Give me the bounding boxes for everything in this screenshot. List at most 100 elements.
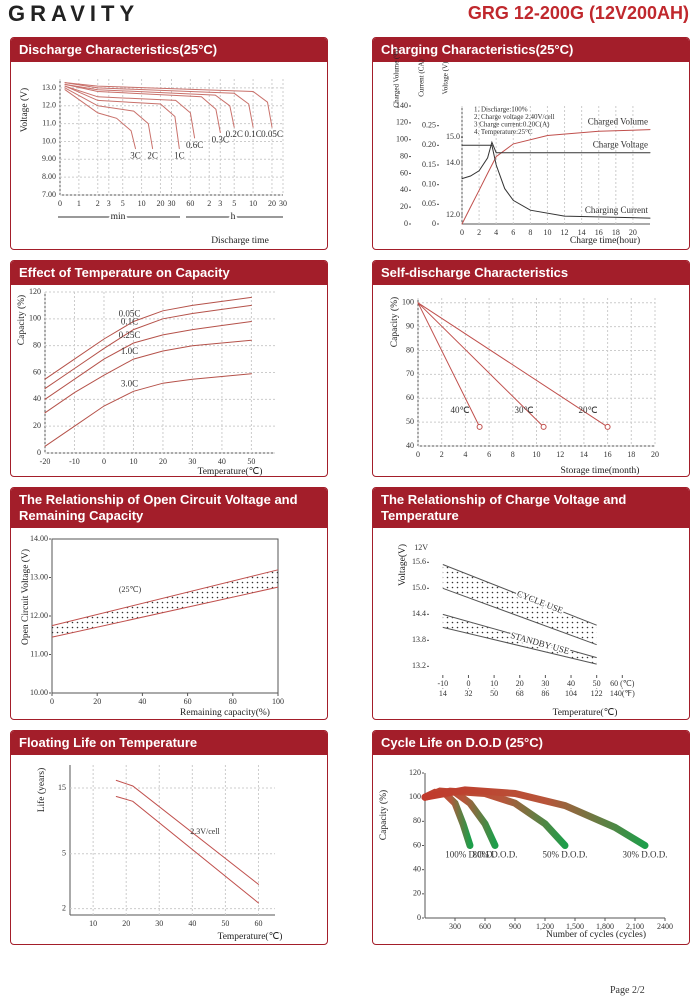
band-edge bbox=[51, 569, 279, 627]
model-name: GRG 12-200G (12V200AH) bbox=[467, 3, 689, 23]
series-line bbox=[461, 129, 651, 225]
x-tick-label: -10 bbox=[437, 679, 448, 688]
y-tick-label: 13.00 bbox=[30, 572, 48, 581]
series-label: Charging Current bbox=[585, 205, 649, 215]
x-tick-label: 20 bbox=[268, 199, 276, 208]
x-tick-label: 2 bbox=[477, 228, 481, 237]
y-tick-label: 120 bbox=[396, 118, 408, 127]
x2-tick-label: 122 bbox=[591, 689, 603, 698]
chart-panel: Discharge Characteristics(25°C) bbox=[10, 37, 328, 250]
x-tick-label: 1,200 bbox=[536, 922, 554, 931]
plot-frame bbox=[51, 538, 279, 694]
chart-panel: Effect of Temperature on Capacity bbox=[10, 260, 328, 477]
x-tick-label: 20 bbox=[156, 199, 164, 208]
x-tick-label: 5 bbox=[232, 199, 236, 208]
x-tick-label: 0 bbox=[102, 457, 106, 466]
series-label: 0.05C bbox=[261, 129, 283, 139]
y-tick-label: 11.00 bbox=[30, 649, 48, 658]
band-fill bbox=[442, 564, 597, 645]
x-tick-label: 40 bbox=[188, 919, 196, 928]
y-axis-label: Voltage (V) bbox=[19, 88, 30, 132]
series-line bbox=[64, 85, 180, 150]
x-tick-label: 6 bbox=[487, 450, 491, 459]
x-tick-label: 80 bbox=[229, 697, 237, 706]
x-tick-label: 6 bbox=[511, 228, 515, 237]
annotation: (25℃) bbox=[119, 585, 142, 594]
x-tick-label: 18 bbox=[612, 228, 620, 237]
y-tick-label: 15.0 bbox=[412, 583, 426, 592]
x-tick-label: 2 bbox=[207, 199, 211, 208]
y-tick-label: 10.0 bbox=[42, 136, 56, 145]
x-tick-label: 2 bbox=[440, 450, 444, 459]
y-axis-label: Capacity (%) bbox=[16, 295, 27, 345]
series-label: 0.6C bbox=[186, 140, 203, 150]
y-tick-label: 60 bbox=[406, 393, 414, 402]
series-line bbox=[461, 140, 651, 180]
x-tick-label: 0 bbox=[460, 228, 464, 237]
x-tick-label: 40 bbox=[218, 457, 226, 466]
x2-tick-label: 140(℉) bbox=[610, 689, 635, 698]
end-marker bbox=[476, 423, 483, 430]
x-tick-label: -10 bbox=[69, 457, 80, 466]
x-tick-label: 4 bbox=[494, 228, 498, 237]
x-tick-label: 20 bbox=[516, 679, 524, 688]
x-tick-label: 50 bbox=[221, 919, 229, 928]
x-tick-label: 30 bbox=[541, 679, 549, 688]
x-tick-label: 8 bbox=[528, 228, 532, 237]
y-tick-label: 14.0 bbox=[446, 158, 460, 167]
series-label: 80% D.O.D. bbox=[473, 850, 518, 860]
band-edge bbox=[442, 626, 597, 665]
y-tick-label: 12.0 bbox=[42, 101, 56, 110]
x-tick-label: 10 bbox=[543, 228, 551, 237]
y-tick-label: 60 bbox=[413, 840, 421, 849]
series-label: 50% D.O.D. bbox=[543, 850, 588, 860]
series-label: 0.05C bbox=[119, 309, 141, 319]
x-axis-label: Temperature(℃) bbox=[218, 931, 283, 942]
series-label: 1.0C bbox=[121, 346, 138, 356]
series-line bbox=[44, 321, 252, 400]
band-edge bbox=[51, 586, 279, 638]
y-axis-label: Open Circuit Voltage (V) bbox=[20, 549, 31, 645]
y-tick-label: 0.10 bbox=[422, 179, 436, 188]
x-tick-label: 300 bbox=[449, 922, 461, 931]
series-label: 30% D.O.D. bbox=[623, 850, 668, 860]
x2-tick-label: 32 bbox=[464, 689, 472, 698]
x-axis-label: Charge time(hour) bbox=[570, 235, 640, 246]
x-tick-label: 0 bbox=[50, 697, 54, 706]
band-edge bbox=[442, 587, 597, 646]
series-line bbox=[115, 796, 259, 904]
panel-title: Discharge Characteristics(25°C) bbox=[11, 38, 327, 62]
series-line bbox=[64, 83, 235, 128]
x-tick-label: 10 bbox=[129, 457, 137, 466]
x-tick-label: 20 bbox=[159, 457, 167, 466]
x-axis-label: Temperature(℃) bbox=[553, 707, 618, 718]
x-tick-label: 0 bbox=[466, 679, 470, 688]
x-tick-label: 10 bbox=[89, 919, 97, 928]
y-tick-label: 13.0 bbox=[42, 83, 56, 92]
y-axis-label: Current (CA) bbox=[418, 59, 426, 97]
x2-tick-label: 68 bbox=[516, 689, 524, 698]
y-tick-label: 80 bbox=[33, 340, 41, 349]
y-tick-label: 0.20 bbox=[422, 140, 436, 149]
x2-tick-label: 50 bbox=[490, 689, 498, 698]
note: 3 Charge current:0.20C(A) bbox=[474, 121, 550, 129]
y-tick-label: 80 bbox=[400, 151, 408, 160]
x-tick-label: 60 (℃) bbox=[610, 679, 635, 688]
series-line bbox=[44, 304, 252, 390]
series-label: Charge Voltage bbox=[593, 140, 648, 150]
note: 2. Charge voltage 2.40V/cell bbox=[474, 113, 555, 121]
x2-tick-label: 86 bbox=[541, 689, 549, 698]
series-line bbox=[115, 779, 259, 885]
y-tick-label: 100 bbox=[396, 135, 408, 144]
note: 4. Temperature:25°C bbox=[474, 128, 533, 136]
chart-panel: The Relationship of Open Circuit Voltage… bbox=[10, 487, 328, 720]
band-fill bbox=[442, 614, 597, 665]
series-label: 30℃ bbox=[515, 405, 534, 415]
y-tick-label: 0 bbox=[37, 448, 41, 457]
panel-title: Effect of Temperature on Capacity bbox=[11, 261, 327, 285]
x-tick-label: 40 bbox=[138, 697, 146, 706]
chart-panel: Cycle Life on D.O.D (25°C) bbox=[372, 730, 690, 945]
y-tick-label: 13.8 bbox=[412, 635, 426, 644]
